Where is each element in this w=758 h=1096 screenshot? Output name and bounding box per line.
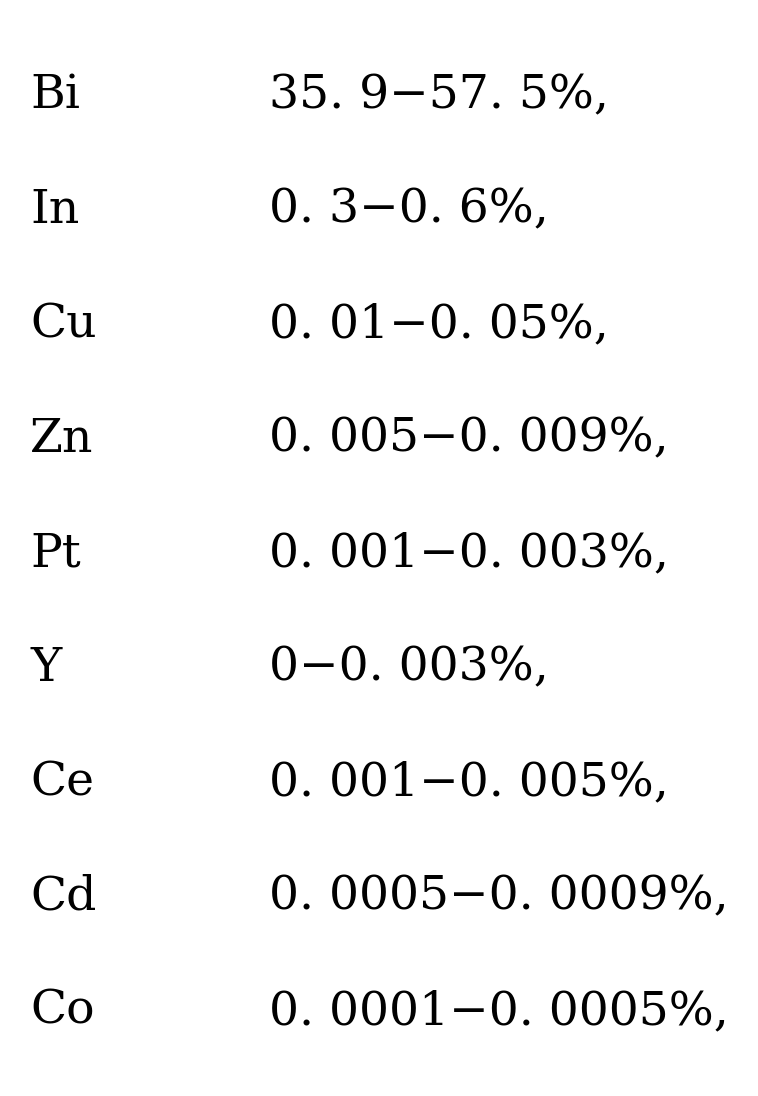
- Text: 0. 001−0. 005%,: 0. 001−0. 005%,: [269, 760, 669, 806]
- Text: Cd: Cd: [30, 875, 97, 920]
- Text: Cu: Cu: [30, 301, 97, 347]
- Text: 0−0. 003%,: 0−0. 003%,: [269, 646, 549, 690]
- Text: Pt: Pt: [30, 530, 81, 576]
- Text: Co: Co: [30, 989, 95, 1034]
- Text: Zn: Zn: [30, 416, 94, 461]
- Text: 0. 0001−0. 0005%,: 0. 0001−0. 0005%,: [269, 989, 729, 1034]
- Text: 0. 005−0. 009%,: 0. 005−0. 009%,: [269, 416, 669, 461]
- Text: 0. 01−0. 05%,: 0. 01−0. 05%,: [269, 301, 609, 347]
- Text: 0. 0005−0. 0009%,: 0. 0005−0. 0009%,: [269, 875, 728, 920]
- Text: Y: Y: [30, 646, 61, 690]
- Text: 0. 3−0. 6%,: 0. 3−0. 6%,: [269, 187, 549, 232]
- Text: 35. 9−57. 5%,: 35. 9−57. 5%,: [269, 73, 609, 118]
- Text: Ce: Ce: [30, 760, 94, 806]
- Text: Bi: Bi: [30, 73, 80, 118]
- Text: 0. 001−0. 003%,: 0. 001−0. 003%,: [269, 530, 669, 576]
- Text: In: In: [30, 187, 80, 232]
